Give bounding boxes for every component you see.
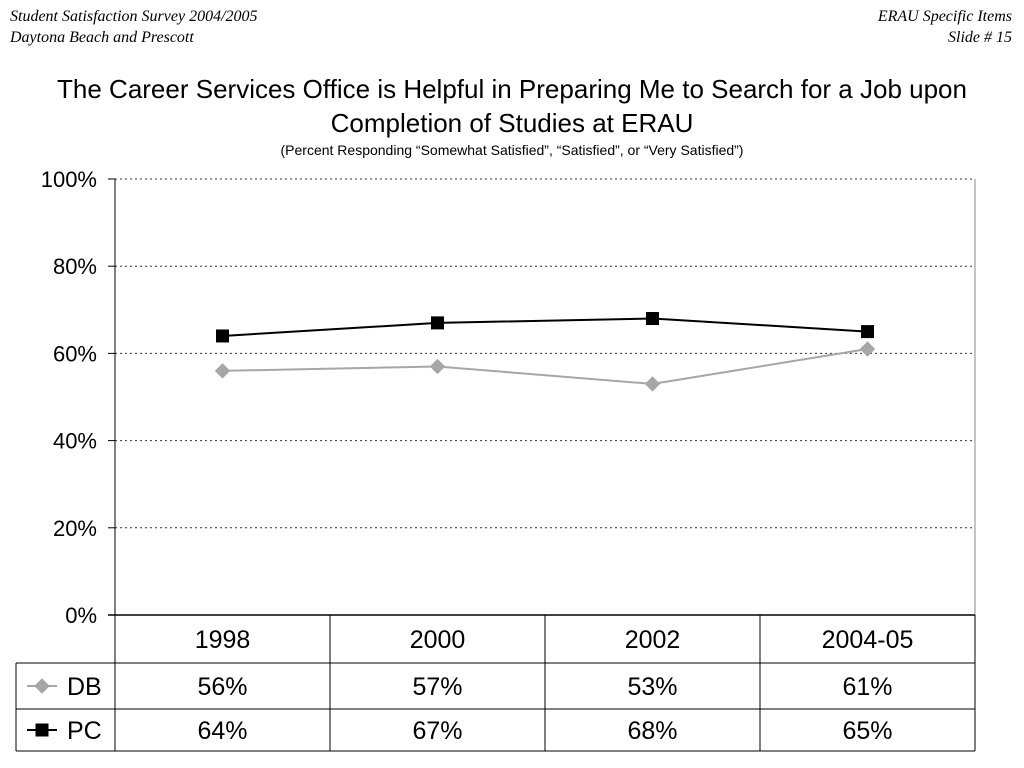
section-label: ERAU Specific Items bbox=[877, 8, 1012, 25]
legend-label-pc: PC bbox=[67, 717, 102, 745]
data-point-pc bbox=[431, 316, 444, 330]
chart-subtitle: (Percent Responding “Somewhat Satisfied”… bbox=[280, 142, 744, 158]
x-category-label: 2002 bbox=[625, 626, 681, 654]
y-tick-label: 80% bbox=[53, 254, 97, 279]
legend-marker-db bbox=[34, 678, 50, 694]
table-value-db: 61% bbox=[842, 673, 892, 701]
table-value-pc: 65% bbox=[842, 717, 892, 745]
table-value-pc: 64% bbox=[197, 717, 247, 745]
table-value-pc: 68% bbox=[627, 717, 677, 745]
x-category-label: 1998 bbox=[195, 626, 251, 654]
data-point-pc bbox=[646, 312, 659, 326]
survey-title: Student Satisfaction Survey 2004/2005 bbox=[10, 8, 258, 25]
header-right: ERAU Specific Items Slide # 15 bbox=[878, 6, 1012, 48]
legend-marker-pc bbox=[35, 723, 49, 737]
y-tick-label: 60% bbox=[53, 341, 97, 366]
x-category-label: 2000 bbox=[410, 626, 466, 654]
data-point-pc bbox=[216, 329, 229, 343]
campus-label: Daytona Beach and Prescott bbox=[10, 29, 194, 46]
chart-title: The Career Services Office is Helpful in… bbox=[57, 74, 967, 138]
header-left: Student Satisfaction Survey 2004/2005 Da… bbox=[10, 6, 258, 48]
legend-label-db: DB bbox=[67, 673, 102, 701]
data-point-pc bbox=[861, 325, 874, 339]
table-value-db: 56% bbox=[197, 673, 247, 701]
y-tick-label: 40% bbox=[53, 429, 97, 454]
y-tick-label: 20% bbox=[53, 516, 97, 541]
y-tick-label: 0% bbox=[65, 603, 97, 628]
x-category-label: 2004-05 bbox=[822, 626, 914, 654]
series-line-pc bbox=[222, 317, 868, 337]
table-value-pc: 67% bbox=[412, 717, 462, 745]
slide-number: Slide # 15 bbox=[948, 29, 1012, 46]
data-point-db bbox=[429, 358, 446, 375]
series-line-db bbox=[222, 348, 868, 385]
data-point-db bbox=[214, 363, 231, 379]
y-tick-label: 100% bbox=[41, 167, 97, 192]
table-value-db: 57% bbox=[412, 673, 462, 701]
table-value-db: 53% bbox=[627, 673, 677, 701]
data-point-db bbox=[644, 376, 661, 392]
data-point-db bbox=[859, 341, 876, 357]
